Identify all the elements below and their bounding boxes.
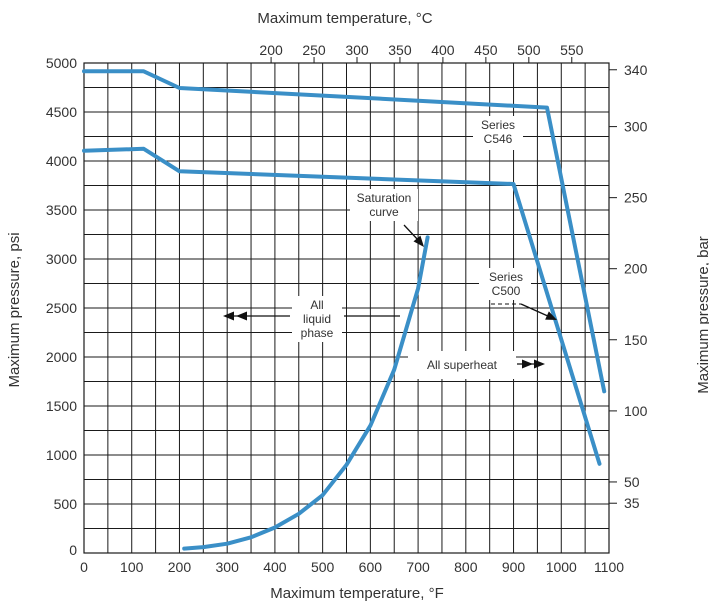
y2-tick-label: 50 xyxy=(624,474,640,490)
label-box-c500 xyxy=(479,268,531,300)
label-series-c500: Series xyxy=(489,270,523,284)
x-tick-label: 200 xyxy=(168,559,192,575)
c500-pointer-line xyxy=(520,303,551,318)
c500-pointer-arrow xyxy=(545,311,557,320)
label-box-liquid xyxy=(292,296,342,342)
series-line-saturation xyxy=(182,235,430,551)
saturation-pointer-arrow xyxy=(413,235,424,247)
plot-frame xyxy=(83,62,610,554)
series-line-c546 xyxy=(82,69,607,394)
x2-tick-label: 200 xyxy=(259,42,283,58)
x-tick-label: 500 xyxy=(311,559,335,575)
y2-tick-label: 100 xyxy=(624,403,648,419)
label-box-saturation xyxy=(350,189,418,221)
x-tick-label: 0 xyxy=(80,559,88,575)
y-tick-label: 5000 xyxy=(46,55,77,71)
y2-tick-label: 340 xyxy=(624,62,648,78)
y2-tick-label: 250 xyxy=(624,190,648,206)
label-all-superheat: All superheat xyxy=(427,358,498,372)
x-tick-label: 300 xyxy=(216,559,240,575)
y-tick-label: 1500 xyxy=(46,398,77,414)
y-tick-label: 2500 xyxy=(46,300,77,316)
axes: 0 100 200 300 400 500 600 700 800 900 1000 1100 0 500… xyxy=(46,42,648,575)
label-saturation-curve: Saturation xyxy=(357,191,412,205)
y-tick-label: 1000 xyxy=(46,447,77,463)
label-series-c500: C500 xyxy=(492,284,521,298)
y2-tick-label: 150 xyxy=(624,332,648,348)
y2-tick-label: 200 xyxy=(624,261,648,277)
y2-tick-label: 300 xyxy=(624,119,648,135)
label-saturation-curve: curve xyxy=(369,205,399,219)
x2-tick-label: 250 xyxy=(302,42,326,58)
x-tick-label: 1000 xyxy=(546,559,577,575)
label-series-c546: Series xyxy=(481,118,515,132)
x2-tick-label: 400 xyxy=(431,42,455,58)
series-line-c500 xyxy=(82,146,602,466)
y-tick-label: 4000 xyxy=(46,153,77,169)
x-tick-label: 400 xyxy=(263,559,287,575)
x2-tick-label: 550 xyxy=(560,42,584,58)
x-tick-label: 1100 xyxy=(594,559,624,575)
x2-tick-label: 350 xyxy=(388,42,412,58)
label-all-liquid-phase: All xyxy=(310,298,323,312)
x-tick-label: 900 xyxy=(502,559,526,575)
x-tick-label: 600 xyxy=(359,559,383,575)
series xyxy=(82,69,607,551)
label-all-liquid-phase: liquid xyxy=(303,312,331,326)
y-axis-title: Maximum pressure, psi xyxy=(6,232,23,387)
x-tick-label: 700 xyxy=(406,559,430,575)
y-tick-label: 2000 xyxy=(46,349,77,365)
annotations: SeriesC546SaturationcurveSeriesC500Allli… xyxy=(223,116,557,379)
label-series-c546: C546 xyxy=(484,132,513,146)
y2-tick-label: 35 xyxy=(624,495,640,511)
y-tick-label: 3000 xyxy=(46,251,77,267)
superheat-arrow-head-1 xyxy=(522,359,533,369)
x2-tick-label: 500 xyxy=(517,42,541,58)
x-tick-label: 800 xyxy=(454,559,478,575)
label-box-superheat xyxy=(408,351,516,379)
x-tick-label: 100 xyxy=(120,559,144,575)
x2-tick-label: 300 xyxy=(345,42,369,58)
y-tick-label: 3500 xyxy=(46,202,77,218)
y2-axis-title: Maximum pressure, bar xyxy=(695,236,709,394)
x2-axis-title: Maximum temperature, °C xyxy=(257,10,432,27)
liquid-arrow-head-1 xyxy=(223,311,234,321)
liquid-arrow-head-2 xyxy=(236,311,247,321)
y-tick-label: 500 xyxy=(54,496,78,512)
label-box-c546 xyxy=(473,116,523,150)
y-tick-label: 4500 xyxy=(46,104,77,120)
y-tick-label: 0 xyxy=(69,542,77,558)
saturation-pointer-line xyxy=(403,224,420,242)
x-axis-title: Maximum temperature, °F xyxy=(270,585,444,602)
label-all-liquid-phase: phase xyxy=(301,326,334,340)
superheat-arrow-head-2 xyxy=(534,359,545,369)
x2-tick-label: 450 xyxy=(474,42,498,58)
